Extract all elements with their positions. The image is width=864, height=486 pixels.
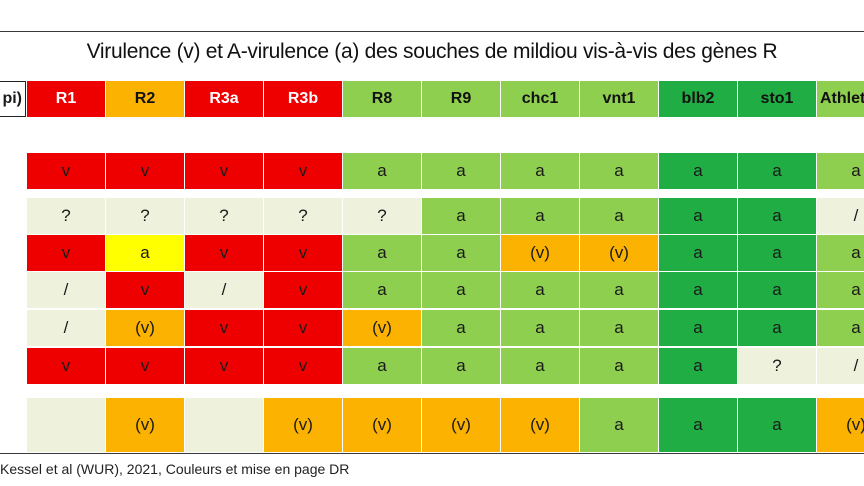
source-caption: Kessel et al (WUR), 2021, Couleurs et mi… <box>0 461 350 477</box>
column-header: R8 <box>343 81 421 117</box>
table-cell: a <box>422 348 500 384</box>
column-header: R2 <box>106 81 184 117</box>
table-cell: v <box>185 348 263 384</box>
table-cell: ? <box>106 198 184 234</box>
table-cell: a <box>738 272 816 308</box>
table-cell: a <box>659 235 737 271</box>
table-cell: (v) <box>264 398 342 452</box>
table-cell: v <box>264 153 342 189</box>
table-cell: v <box>106 153 184 189</box>
table-cell: (v) <box>422 398 500 452</box>
table-cell: a <box>422 198 500 234</box>
table-cell: a <box>659 310 737 346</box>
table-cell: a <box>738 310 816 346</box>
column-header: blb2 <box>659 81 737 117</box>
table-cell: v <box>27 235 105 271</box>
table-cell: a <box>501 272 579 308</box>
table-cell: a <box>422 272 500 308</box>
table-cell: a <box>659 272 737 308</box>
table-cell: (v) <box>580 235 658 271</box>
table-cell: a <box>817 272 864 308</box>
top-rule <box>0 31 864 32</box>
table-cell: a <box>343 272 421 308</box>
table-cell: (v) <box>106 398 184 452</box>
table-cell: (v) <box>817 398 864 452</box>
table-cell <box>185 398 263 452</box>
table-cell: a <box>343 153 421 189</box>
table-cell: ? <box>185 198 263 234</box>
table-cell: a <box>738 398 816 452</box>
table-cell: a <box>580 348 658 384</box>
table-cell: a <box>580 272 658 308</box>
table-cell: (v) <box>106 310 184 346</box>
table-cell: (v) <box>343 398 421 452</box>
table-cell: a <box>738 235 816 271</box>
table-cell: ? <box>738 348 816 384</box>
table-cell: a <box>422 310 500 346</box>
column-header: R3a <box>185 81 263 117</box>
table-cell: (v) <box>343 310 421 346</box>
table-cell: v <box>264 310 342 346</box>
table-cell: a <box>343 235 421 271</box>
table-cell: a <box>580 398 658 452</box>
table-cell: v <box>185 153 263 189</box>
table-cell: a <box>817 235 864 271</box>
table-cell: a <box>738 153 816 189</box>
table-cell: ? <box>27 198 105 234</box>
table-cell: / <box>817 348 864 384</box>
column-header: R1 <box>27 81 105 117</box>
column-header: R3b <box>264 81 342 117</box>
column-header: R9 <box>422 81 500 117</box>
table-cell: a <box>659 198 737 234</box>
table-cell: / <box>185 272 263 308</box>
column-header: vnt1 <box>580 81 658 117</box>
table-cell: a <box>580 310 658 346</box>
table-cell: v <box>185 310 263 346</box>
table-cell: a <box>659 348 737 384</box>
table-cell: a <box>501 348 579 384</box>
table-cell: a <box>580 198 658 234</box>
table-cell: a <box>422 153 500 189</box>
table-cell: a <box>659 398 737 452</box>
table-cell: a <box>817 310 864 346</box>
table-cell: v <box>106 348 184 384</box>
table-cell: (v) <box>501 235 579 271</box>
table-cell: / <box>27 310 105 346</box>
table-cell: a <box>422 235 500 271</box>
column-header: sto1 <box>738 81 816 117</box>
table-cell: (v) <box>501 398 579 452</box>
row-header-stub: pi) <box>0 81 26 117</box>
table-cell: v <box>264 235 342 271</box>
table-cell: ? <box>343 198 421 234</box>
table-cell: v <box>106 272 184 308</box>
table-cell: / <box>817 198 864 234</box>
table-cell: a <box>580 153 658 189</box>
table-cell: a <box>659 153 737 189</box>
table-cell: v <box>27 348 105 384</box>
column-header: Athlet <box>817 81 864 117</box>
table-cell: ? <box>264 198 342 234</box>
table-cell: a <box>106 235 184 271</box>
bottom-rule <box>0 453 864 454</box>
table-cell: a <box>501 153 579 189</box>
table-cell: a <box>738 198 816 234</box>
table-cell: v <box>185 235 263 271</box>
column-header: chc1 <box>501 81 579 117</box>
table-cell: a <box>501 310 579 346</box>
table-cell <box>27 398 105 452</box>
table-cell: v <box>27 153 105 189</box>
table-cell: a <box>343 348 421 384</box>
table-cell: v <box>264 272 342 308</box>
table-cell: v <box>264 348 342 384</box>
table-cell: / <box>27 272 105 308</box>
table-cell: a <box>501 198 579 234</box>
table-title: Virulence (v) et A-virulence (a) des sou… <box>86 40 778 63</box>
table-cell: a <box>817 153 864 189</box>
